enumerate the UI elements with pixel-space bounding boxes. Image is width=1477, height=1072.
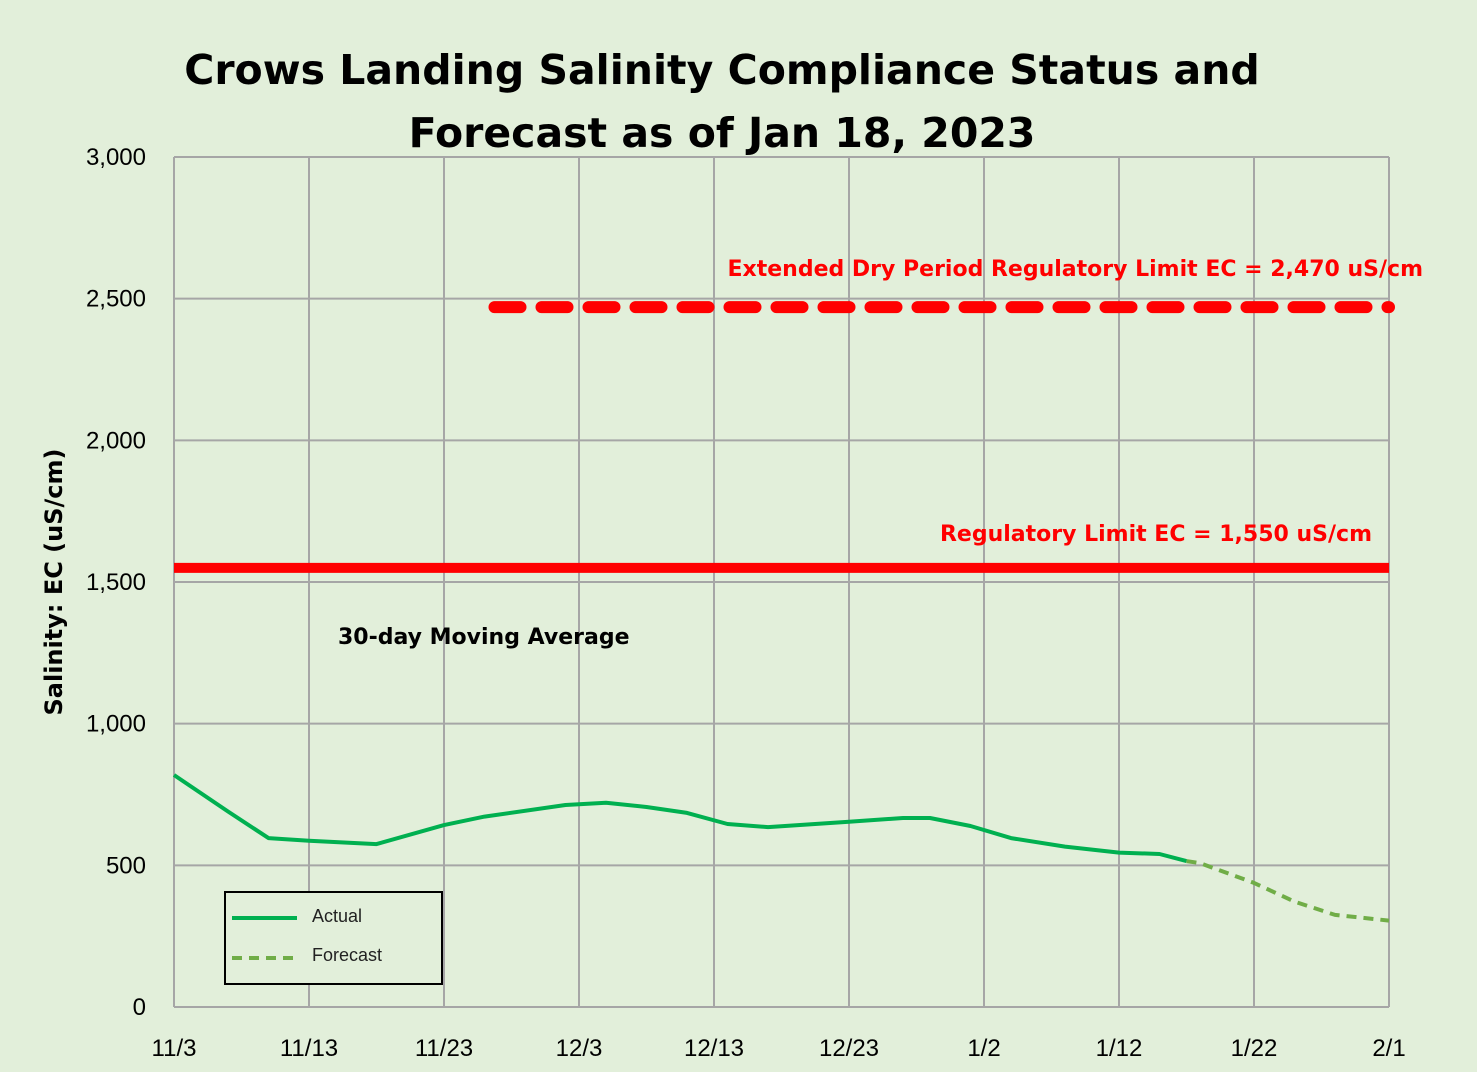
x-tick-label: 1/22	[1231, 1035, 1278, 1062]
legend-box	[224, 891, 443, 985]
regulatory-limit-label: Regulatory Limit EC = 1,550 uS/cm	[940, 522, 1372, 547]
moving-average-annotation: 30-day Moving Average	[338, 625, 630, 650]
y-axis-ticks: 0 500 1,000 1,500 2,000 2,500 3,000	[86, 144, 146, 1021]
x-tick-label: 1/12	[1096, 1035, 1143, 1062]
x-tick-label: 11/23	[415, 1035, 473, 1062]
y-tick-label: 3,000	[86, 144, 146, 171]
series-actual-line	[172, 773, 1188, 864]
y-axis-label: Salinity: EC (uS/cm)	[40, 449, 68, 716]
reference-lines	[174, 301, 1395, 573]
series-forecast-line	[1186, 859, 1390, 923]
y-tick-label: 500	[106, 852, 146, 879]
legend-forecast-label: Forecast	[312, 945, 382, 965]
chart-title-line1: Crows Landing Salinity Compliance Status…	[184, 46, 1260, 94]
x-tick-label: 11/3	[152, 1035, 197, 1062]
gridlines	[173, 156, 1390, 1008]
data-series	[172, 773, 1390, 923]
y-tick-label: 2,000	[86, 427, 146, 454]
x-tick-label: 2/1	[1372, 1035, 1405, 1062]
x-tick-label: 12/13	[684, 1035, 744, 1062]
x-tick-label: 11/13	[280, 1035, 338, 1062]
x-tick-label: 12/3	[556, 1035, 603, 1062]
legend-actual-label: Actual	[312, 906, 362, 926]
y-tick-label: 1,500	[86, 569, 146, 596]
x-tick-label: 12/23	[819, 1035, 879, 1062]
legend: Actual Forecast	[224, 891, 443, 985]
y-tick-label: 0	[133, 994, 146, 1021]
x-tick-label: 1/2	[967, 1035, 1000, 1062]
x-axis-ticks: 11/3 11/13 11/23 12/3 12/13 12/23 1/2 1/12 1/22 2…	[152, 1035, 1406, 1062]
y-tick-label: 2,500	[86, 286, 146, 313]
y-tick-label: 1,000	[86, 711, 146, 738]
chart-title-line2: Forecast as of Jan 18, 2023	[409, 109, 1036, 157]
extended-limit-label: Extended Dry Period Regulatory Limit EC …	[728, 257, 1423, 282]
